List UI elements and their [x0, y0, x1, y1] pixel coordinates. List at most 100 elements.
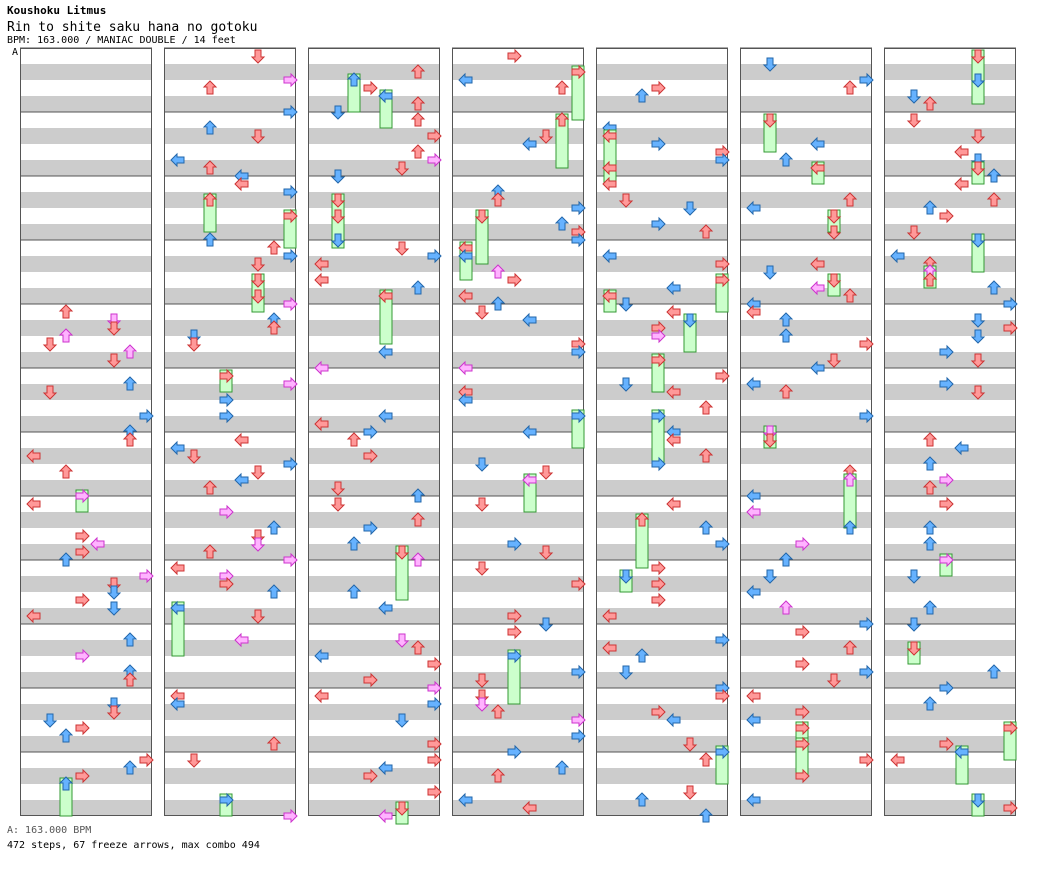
beat-stripe	[20, 576, 152, 592]
column-border	[596, 48, 728, 816]
beat-stripe	[596, 256, 728, 272]
down-arrow-icon	[250, 289, 266, 304]
beat-stripe	[596, 96, 728, 112]
beat-stripe	[452, 736, 584, 752]
right-arrow-icon	[283, 208, 298, 224]
left-arrow-icon	[170, 152, 185, 168]
beat-stripe	[164, 192, 296, 208]
left-arrow-icon	[666, 384, 681, 400]
up-arrow-icon	[490, 768, 506, 783]
right-arrow-icon	[715, 368, 730, 384]
down-arrow-icon	[538, 465, 554, 480]
down-arrow-icon	[186, 449, 202, 464]
up-arrow-icon	[410, 640, 426, 655]
right-arrow-icon	[75, 544, 90, 560]
left-arrow-icon	[602, 640, 617, 656]
beat-stripe	[308, 704, 440, 720]
down-arrow-icon	[826, 209, 842, 224]
down-arrow-icon	[474, 497, 490, 512]
beat-stripe	[884, 224, 1016, 240]
left-arrow-icon	[378, 288, 393, 304]
beat-stripe	[596, 160, 728, 176]
up-arrow-icon	[202, 544, 218, 559]
chart-column	[20, 47, 154, 817]
down-arrow-icon	[826, 353, 842, 368]
right-arrow-icon	[427, 656, 442, 672]
right-arrow-icon	[283, 808, 298, 824]
column-border	[884, 48, 1016, 816]
beat-stripe	[596, 64, 728, 80]
up-arrow-icon	[122, 376, 138, 391]
beat-stripe	[884, 768, 1016, 784]
right-arrow-icon	[363, 768, 378, 784]
beat-stripe	[20, 192, 152, 208]
beat-stripe	[884, 64, 1016, 80]
left-arrow-icon	[746, 304, 761, 320]
beat-stripe	[164, 736, 296, 752]
up-arrow-icon	[698, 448, 714, 463]
right-arrow-icon	[571, 664, 586, 680]
beat-stripe	[884, 128, 1016, 144]
up-arrow-icon	[266, 736, 282, 751]
down-arrow-icon	[330, 233, 346, 248]
down-arrow-icon	[618, 665, 634, 680]
up-arrow-icon	[554, 112, 570, 127]
down-arrow-icon	[474, 209, 490, 224]
up-arrow-icon	[778, 600, 794, 615]
right-arrow-icon	[651, 352, 666, 368]
beat-stripe	[740, 192, 872, 208]
beat-stripe	[740, 96, 872, 112]
up-arrow-icon	[58, 776, 74, 791]
beat-stripe	[452, 480, 584, 496]
right-arrow-icon	[507, 536, 522, 552]
beat-stripe	[308, 640, 440, 656]
left-arrow-icon	[666, 712, 681, 728]
beat-stripe	[20, 160, 152, 176]
up-arrow-icon	[410, 488, 426, 503]
right-arrow-icon	[715, 632, 730, 648]
beat-stripe	[596, 544, 728, 560]
beat-stripe	[164, 544, 296, 560]
left-arrow-icon	[378, 408, 393, 424]
beat-stripe	[740, 672, 872, 688]
left-arrow-icon	[314, 688, 329, 704]
beat-stripe	[740, 512, 872, 528]
up-arrow-icon	[58, 328, 74, 343]
up-arrow-icon	[842, 472, 858, 487]
left-arrow-icon	[234, 432, 249, 448]
left-arrow-icon	[378, 88, 393, 104]
up-arrow-icon	[778, 312, 794, 327]
beat-stripe	[20, 64, 152, 80]
left-arrow-icon	[170, 560, 185, 576]
left-arrow-icon	[170, 440, 185, 456]
right-arrow-icon	[1003, 800, 1018, 816]
up-arrow-icon	[778, 384, 794, 399]
beat-stripe	[20, 640, 152, 656]
right-arrow-icon	[571, 64, 586, 80]
beat-stripe	[20, 128, 152, 144]
right-arrow-icon	[651, 704, 666, 720]
beat-stripe	[596, 736, 728, 752]
beat-stripe	[884, 640, 1016, 656]
beat-stripe	[308, 384, 440, 400]
right-arrow-icon	[939, 736, 954, 752]
up-arrow-icon	[410, 280, 426, 295]
up-arrow-icon	[122, 672, 138, 687]
up-arrow-icon	[986, 280, 1002, 295]
down-arrow-icon	[762, 265, 778, 280]
beat-stripe	[884, 480, 1016, 496]
beat-stripe	[308, 224, 440, 240]
up-arrow-icon	[778, 552, 794, 567]
up-arrow-icon	[58, 464, 74, 479]
down-arrow-icon	[618, 377, 634, 392]
right-arrow-icon	[795, 536, 810, 552]
bpm-marker: A	[12, 47, 19, 58]
right-arrow-icon	[283, 72, 298, 88]
up-arrow-icon	[410, 112, 426, 127]
beat-stripe	[740, 160, 872, 176]
left-arrow-icon	[458, 248, 473, 264]
up-arrow-icon	[842, 640, 858, 655]
beat-stripe	[452, 512, 584, 528]
beat-stripe	[884, 448, 1016, 464]
beat-stripe	[596, 224, 728, 240]
